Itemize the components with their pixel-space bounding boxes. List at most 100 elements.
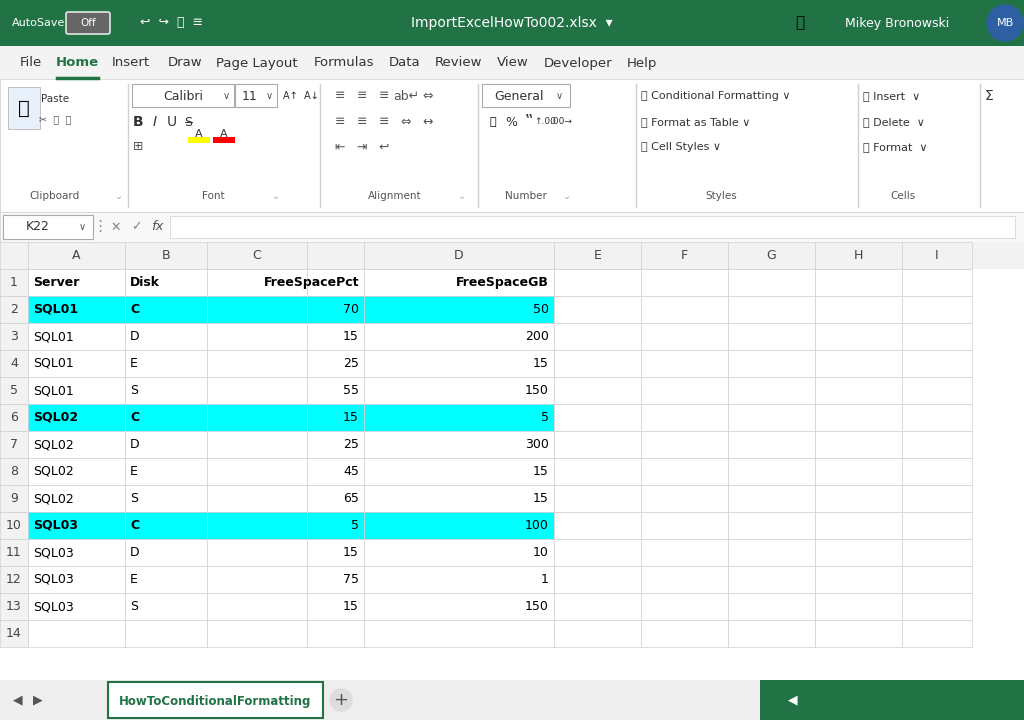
Bar	[641, 269, 728, 296]
Text: Insert: Insert	[113, 56, 151, 70]
Text: Off: Off	[80, 18, 96, 28]
Text: 4: 4	[10, 357, 18, 370]
Bar	[815, 269, 902, 296]
Text: SQL01: SQL01	[33, 357, 74, 370]
Text: K22: K22	[26, 220, 50, 233]
Bar	[554, 458, 641, 485]
Bar	[0, 79, 1024, 212]
Bar	[307, 458, 364, 485]
Bar	[364, 620, 554, 647]
Bar	[364, 242, 554, 269]
Bar	[207, 296, 307, 323]
Bar	[8, 87, 40, 129]
Text: 75: 75	[343, 573, 359, 586]
Text: 5: 5	[10, 384, 18, 397]
Text: I: I	[935, 249, 939, 262]
Text: 13: 13	[6, 600, 22, 613]
Text: 7: 7	[10, 438, 18, 451]
Text: ✕: ✕	[111, 220, 121, 233]
Bar	[0, 323, 28, 350]
Text: SQL03: SQL03	[33, 600, 74, 613]
Bar	[728, 269, 815, 296]
Text: 1: 1	[541, 573, 549, 586]
Text: 50: 50	[534, 303, 549, 316]
Text: ✓: ✓	[131, 220, 141, 233]
Bar	[307, 539, 364, 566]
Text: C: C	[130, 519, 139, 532]
Bar	[641, 485, 728, 512]
Bar	[125, 458, 207, 485]
Text: 14: 14	[6, 627, 22, 640]
Bar	[0, 0, 1024, 46]
Bar	[0, 212, 1024, 242]
Bar	[902, 323, 972, 350]
Bar	[108, 682, 323, 718]
Text: Mikey Bronowski: Mikey Bronowski	[845, 17, 949, 30]
Text: ◀: ◀	[788, 693, 798, 706]
Bar	[0, 242, 1024, 720]
Bar	[815, 323, 902, 350]
Bar	[307, 593, 364, 620]
Bar	[28, 593, 125, 620]
Text: S: S	[130, 492, 138, 505]
Bar	[28, 296, 125, 323]
Text: C: C	[130, 303, 139, 316]
Text: E: E	[594, 249, 601, 262]
Bar	[902, 485, 972, 512]
Bar	[728, 296, 815, 323]
Text: 8: 8	[10, 465, 18, 478]
Bar	[815, 593, 902, 620]
Text: 55: 55	[343, 384, 359, 397]
Bar	[28, 404, 125, 431]
Bar	[125, 566, 207, 593]
Bar	[28, 323, 125, 350]
Text: S̶: S̶	[185, 115, 193, 128]
Bar	[28, 620, 125, 647]
Text: Cells: Cells	[891, 191, 915, 201]
Text: 15: 15	[343, 330, 359, 343]
Text: Styles: Styles	[706, 191, 737, 201]
Text: A: A	[220, 129, 227, 139]
Text: Draw: Draw	[168, 56, 203, 70]
Bar	[641, 566, 728, 593]
Text: 🔲 Cell Styles ∨: 🔲 Cell Styles ∨	[641, 142, 721, 152]
Bar	[125, 296, 207, 323]
Bar	[815, 512, 902, 539]
Text: Data: Data	[389, 56, 421, 70]
Text: Font: Font	[202, 191, 224, 201]
Bar	[28, 269, 125, 296]
Bar	[364, 377, 554, 404]
Circle shape	[987, 5, 1023, 41]
Text: A↑  A↓: A↑ A↓	[283, 91, 318, 101]
Text: File: File	[19, 56, 42, 70]
FancyBboxPatch shape	[132, 84, 234, 107]
Bar	[125, 539, 207, 566]
Bar	[125, 593, 207, 620]
Bar	[207, 350, 307, 377]
Bar	[902, 242, 972, 269]
Bar	[364, 458, 554, 485]
Text: ≡: ≡	[356, 89, 368, 102]
Bar	[815, 539, 902, 566]
Bar	[641, 539, 728, 566]
Text: 10: 10	[534, 546, 549, 559]
Text: Review: Review	[435, 56, 482, 70]
Text: D: D	[130, 546, 139, 559]
Text: .00→: .00→	[550, 117, 572, 127]
Text: I: I	[153, 115, 157, 129]
Bar	[815, 242, 902, 269]
Text: SQL02: SQL02	[33, 411, 78, 424]
Bar	[0, 593, 28, 620]
Bar	[815, 458, 902, 485]
Bar	[554, 296, 641, 323]
FancyBboxPatch shape	[234, 84, 278, 107]
Text: 🔍: 🔍	[796, 16, 805, 30]
Bar	[0, 296, 28, 323]
Text: SQL02: SQL02	[33, 438, 74, 451]
Bar	[902, 539, 972, 566]
Text: ⊞: ⊞	[133, 140, 143, 153]
Text: 150: 150	[525, 600, 549, 613]
Text: SQL02: SQL02	[33, 465, 74, 478]
Text: ⇥: ⇥	[356, 140, 368, 153]
Text: 3: 3	[10, 330, 18, 343]
